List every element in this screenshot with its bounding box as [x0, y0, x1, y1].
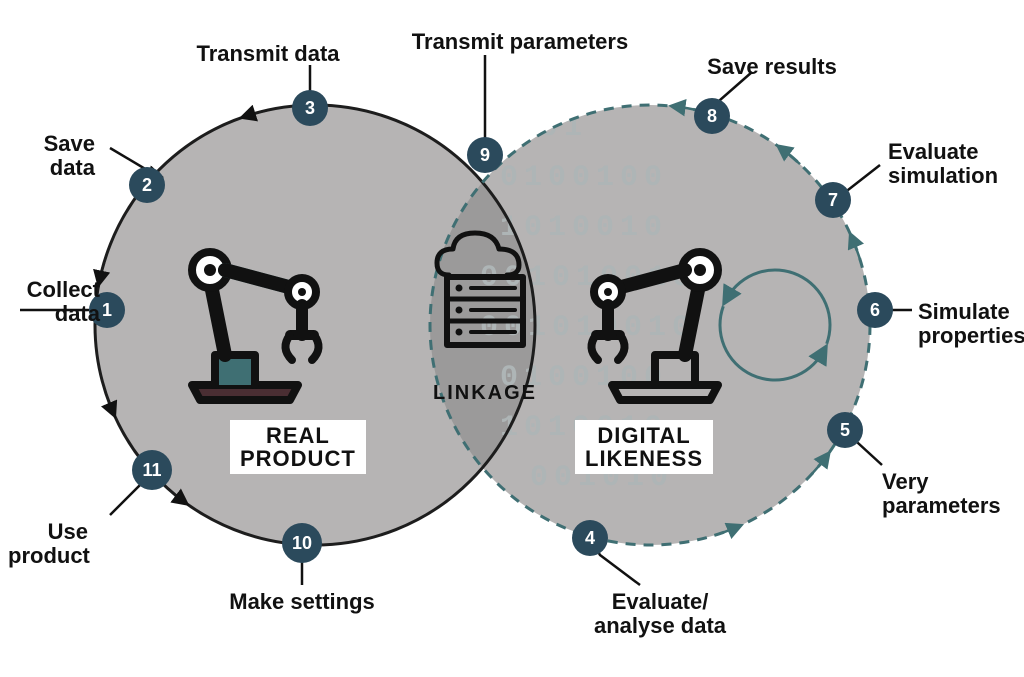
section-label-linkage: LINKAGE	[433, 382, 537, 405]
diagram-stage: { "canvas": { "width": 1024, "height": 6…	[0, 0, 1024, 677]
svg-text:8: 8	[707, 106, 717, 126]
step-label-10: Make settings	[229, 590, 375, 614]
step-label-7: Evaluate simulation	[888, 140, 998, 188]
step-label-5: Very parameters	[882, 470, 1024, 518]
step-label-2: Save data	[15, 132, 95, 180]
svg-text:9: 9	[480, 145, 490, 165]
svg-text:1010010: 1010010	[500, 211, 668, 245]
svg-text:10: 10	[292, 533, 312, 553]
svg-text:001010010: 001010010	[480, 311, 696, 345]
step-label-6: Simulate properties	[918, 300, 1024, 348]
step-label-4: Evaluate/ analyse data	[594, 590, 726, 638]
diagram-svg: 0101001001010010001010010001010010010010…	[0, 0, 1024, 677]
step-label-9: Transmit parameters	[412, 30, 628, 54]
svg-text:3: 3	[305, 98, 315, 118]
step-label-1: Collect data	[20, 278, 100, 326]
svg-text:4: 4	[585, 528, 595, 548]
step-label-8: Save results	[707, 55, 837, 79]
svg-text:01: 01	[540, 111, 588, 145]
svg-text:7: 7	[828, 190, 838, 210]
svg-text:0100100: 0100100	[500, 161, 668, 195]
svg-text:11: 11	[142, 460, 161, 480]
section-label-digital-likeness: DIGITAL LIKENESS	[575, 420, 713, 474]
step-label-11: Use product	[8, 520, 88, 568]
step-label-3: Transmit data	[196, 42, 339, 66]
svg-text:1: 1	[102, 300, 112, 320]
section-label-real-product: REAL PRODUCT	[230, 420, 366, 474]
svg-text:6: 6	[870, 300, 880, 320]
svg-text:2: 2	[142, 175, 152, 195]
svg-text:5: 5	[840, 420, 850, 440]
